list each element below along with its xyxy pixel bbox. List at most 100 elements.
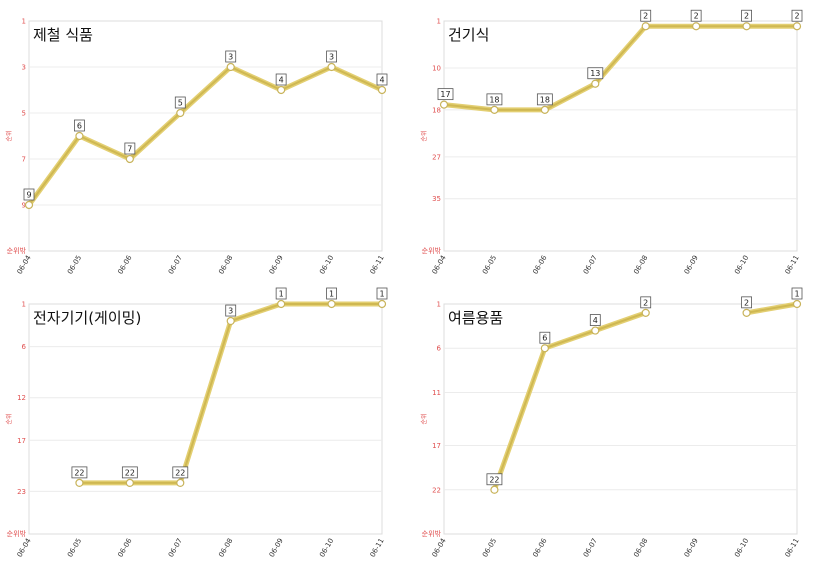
data-point	[226, 62, 235, 72]
data-point	[540, 105, 549, 114]
y-tick-label: 11	[432, 389, 441, 397]
data-label: 7	[127, 145, 132, 154]
y-axis-label: 순위	[420, 130, 428, 141]
data-point	[591, 79, 600, 88]
x-tick-label: 06-05	[66, 537, 83, 559]
y-tick-label: 6	[22, 343, 27, 351]
data-label-box	[437, 88, 454, 101]
x-tick-label: 06-10	[733, 537, 750, 559]
data-label-box	[486, 93, 503, 106]
data-label-box	[539, 331, 551, 344]
data-label: 3	[329, 53, 334, 62]
y-out-label: 순위밖	[422, 529, 442, 538]
x-tick-label: 06-04	[431, 537, 448, 559]
data-point	[125, 154, 134, 164]
data-label-box	[690, 9, 702, 22]
data-point	[176, 108, 185, 118]
data-point	[792, 299, 802, 309]
data-label: 5	[178, 99, 183, 108]
x-tick-label: 06-06	[116, 254, 133, 276]
series-line-core	[745, 303, 798, 314]
data-point	[377, 299, 387, 309]
x-tick-label: 06-05	[481, 254, 498, 276]
x-tick-label: 06-07	[582, 254, 599, 276]
data-point	[327, 299, 336, 309]
data-point	[327, 62, 336, 72]
x-tick-label: 06-10	[733, 254, 750, 276]
data-label-box	[74, 119, 85, 132]
chart-title: 제철 식품	[33, 26, 93, 44]
data-label-box	[121, 466, 138, 479]
data-label: 4	[379, 76, 384, 85]
x-tick-label: 06-07	[167, 537, 184, 559]
data-label: 18	[489, 95, 499, 104]
series-line-core	[28, 66, 383, 206]
x-tick-label: 06-06	[531, 537, 548, 559]
x-tick-label: 06-04	[431, 254, 448, 276]
data-point	[75, 478, 84, 487]
data-label: 6	[77, 122, 82, 131]
data-point	[742, 308, 751, 317]
data-label: 22	[175, 468, 185, 477]
data-label: 22	[125, 468, 135, 477]
data-label: 1	[329, 290, 334, 299]
y-tick-label: 17	[17, 437, 26, 445]
x-tick-label: 06-05	[66, 254, 83, 276]
data-label-box	[174, 96, 186, 109]
data-label: 2	[794, 12, 799, 21]
data-label-box	[741, 9, 752, 22]
data-label: 1	[379, 290, 384, 299]
data-label-box	[275, 287, 287, 300]
y-tick-label: 12	[17, 394, 26, 402]
data-point	[540, 344, 549, 353]
x-tick-label: 06-10	[318, 254, 335, 276]
y-tick-label: 1	[437, 18, 441, 26]
y-tick-label: 22	[432, 486, 441, 494]
y-tick-label: 1	[437, 301, 441, 309]
data-point	[591, 326, 600, 335]
data-label: 4	[279, 76, 284, 85]
plot-frame	[443, 303, 798, 535]
data-label-box	[275, 73, 287, 86]
y-tick-label: 5	[22, 110, 26, 118]
series-line-core	[78, 303, 383, 484]
y-tick-label: 35	[432, 195, 441, 203]
data-label-box	[124, 142, 136, 155]
data-label: 22	[489, 475, 499, 484]
x-tick-label: 06-07	[167, 254, 184, 276]
data-point	[125, 478, 134, 487]
x-tick-label: 06-11	[369, 254, 386, 276]
x-tick-label: 06-08	[217, 537, 234, 559]
data-label-box	[536, 93, 553, 106]
x-tick-label: 06-05	[481, 537, 498, 559]
data-label-box	[23, 188, 35, 201]
y-tick-label: 3	[22, 64, 26, 72]
data-label: 22	[74, 468, 84, 477]
x-tick-label: 06-11	[369, 537, 386, 559]
y-tick-label: 7	[22, 156, 26, 164]
x-tick-label: 06-06	[116, 537, 133, 559]
data-label: 9	[26, 191, 31, 200]
x-tick-label: 06-11	[784, 254, 801, 276]
data-point	[75, 131, 84, 141]
data-point	[176, 478, 185, 487]
data-label: 1	[279, 290, 284, 299]
data-label: 3	[228, 53, 233, 62]
y-tick-label: 18	[432, 106, 441, 114]
y-tick-label: 9	[22, 202, 26, 210]
y-tick-label: 10	[432, 65, 441, 73]
data-label: 4	[593, 316, 598, 325]
data-label-box	[587, 67, 604, 80]
data-point	[490, 105, 499, 114]
data-label-box	[791, 9, 803, 22]
data-label: 2	[744, 12, 749, 21]
y-axis-label: 순위	[5, 130, 13, 141]
x-tick-label: 06-09	[683, 254, 700, 276]
data-label: 18	[540, 95, 550, 104]
data-point	[692, 22, 701, 31]
chart-title: 여름용품	[448, 309, 503, 327]
data-point	[24, 200, 34, 210]
